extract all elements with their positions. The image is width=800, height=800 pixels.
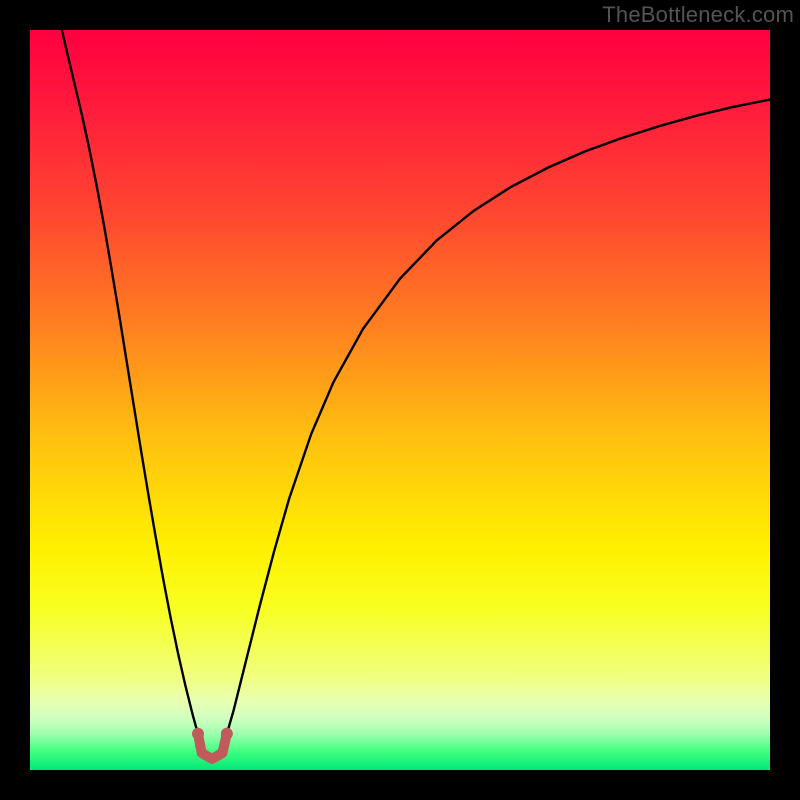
watermark-text: TheBottleneck.com: [602, 2, 794, 28]
chart-svg: [30, 30, 770, 770]
valley-endpoint-dot: [192, 728, 204, 740]
chart-background: [30, 30, 770, 770]
chart-frame: TheBottleneck.com: [0, 0, 800, 800]
valley-endpoint-dot: [221, 728, 233, 740]
